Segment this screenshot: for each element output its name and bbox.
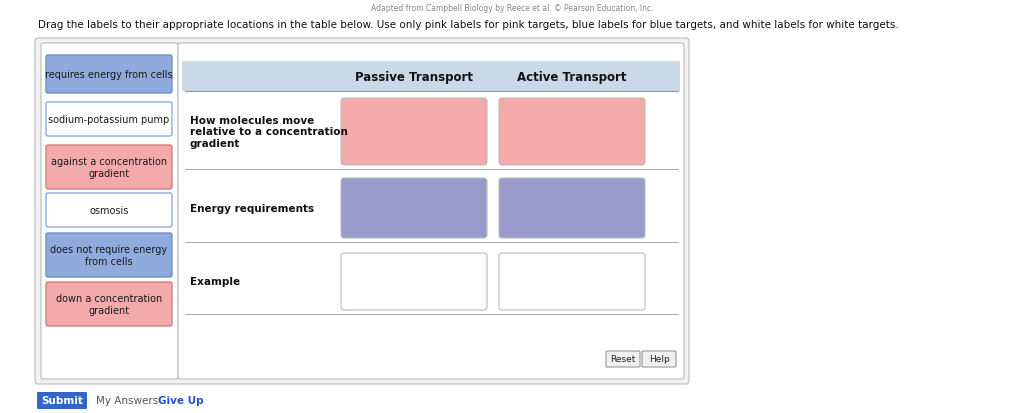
Text: sodium-potassium pump: sodium-potassium pump — [48, 115, 170, 125]
Text: against a concentration
gradient: against a concentration gradient — [51, 157, 167, 178]
FancyBboxPatch shape — [606, 351, 640, 367]
Text: does not require energy
from cells: does not require energy from cells — [50, 244, 168, 266]
FancyBboxPatch shape — [182, 62, 680, 92]
Text: requires energy from cells: requires energy from cells — [45, 70, 173, 80]
Text: Energy requirements: Energy requirements — [190, 204, 314, 214]
Text: down a concentration
gradient: down a concentration gradient — [56, 294, 162, 315]
Text: Active Transport: Active Transport — [517, 70, 627, 83]
FancyBboxPatch shape — [642, 351, 676, 367]
FancyBboxPatch shape — [46, 233, 172, 277]
FancyBboxPatch shape — [341, 254, 487, 310]
FancyBboxPatch shape — [37, 392, 87, 409]
Text: Submit: Submit — [41, 396, 83, 406]
Text: How molecules move
relative to a concentration
gradient: How molecules move relative to a concent… — [190, 116, 348, 149]
Text: Help: Help — [648, 355, 670, 363]
Text: Passive Transport: Passive Transport — [355, 70, 473, 83]
FancyBboxPatch shape — [46, 146, 172, 190]
Text: Drag the labels to their appropriate locations in the table below. Use only pink: Drag the labels to their appropriate loc… — [38, 20, 899, 30]
FancyBboxPatch shape — [46, 282, 172, 326]
FancyBboxPatch shape — [178, 44, 684, 379]
FancyBboxPatch shape — [35, 39, 689, 384]
FancyBboxPatch shape — [499, 178, 645, 238]
FancyBboxPatch shape — [341, 178, 487, 238]
Text: Give Up: Give Up — [158, 396, 204, 406]
FancyBboxPatch shape — [46, 194, 172, 228]
Text: My Answers: My Answers — [96, 396, 159, 406]
FancyBboxPatch shape — [499, 99, 645, 166]
FancyBboxPatch shape — [46, 56, 172, 94]
Text: Adapted from Campbell Biology by Reece et al. © Pearson Education, Inc.: Adapted from Campbell Biology by Reece e… — [371, 4, 653, 13]
Text: Example: Example — [190, 277, 240, 287]
Text: osmosis: osmosis — [89, 206, 129, 216]
FancyBboxPatch shape — [499, 254, 645, 310]
FancyBboxPatch shape — [341, 99, 487, 166]
Text: Reset: Reset — [610, 355, 636, 363]
FancyBboxPatch shape — [41, 44, 178, 379]
FancyBboxPatch shape — [46, 103, 172, 137]
